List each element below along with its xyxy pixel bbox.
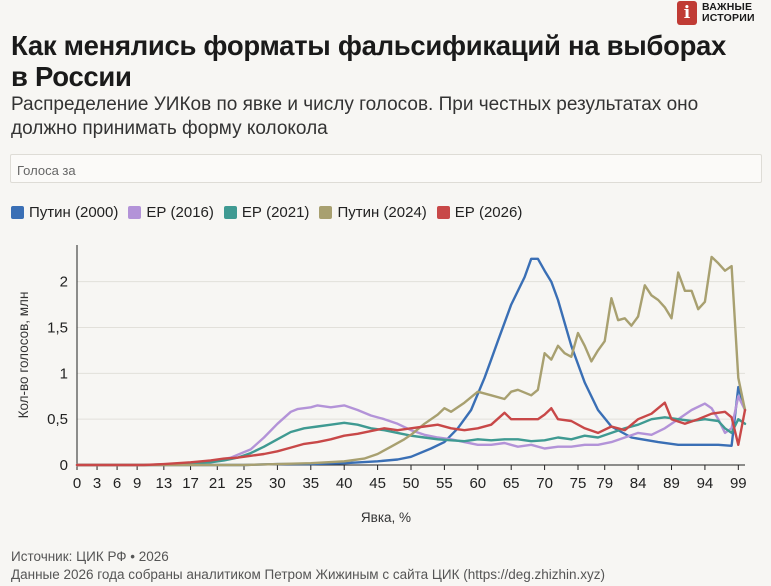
- legend-label: Путин (2024): [337, 204, 427, 221]
- legend-label: ЕР (2026): [454, 204, 523, 221]
- legend-swatch: [319, 206, 333, 219]
- x-tick-label: 0: [73, 475, 81, 492]
- logo-line-2: ИСТОРИИ: [702, 12, 755, 24]
- legend-item-3[interactable]: ЕР (2021): [223, 204, 310, 221]
- legend-item-1[interactable]: Путин (2000): [11, 204, 118, 221]
- metric-select-value: Голоса за: [17, 163, 76, 178]
- y-tick-label: 1,5: [47, 320, 68, 337]
- chart-legend: Путин (2000) ЕР (2016) ЕР (2021) Путин (202…: [11, 204, 532, 221]
- y-axis-title: Кол-во голосов, млн: [16, 292, 31, 419]
- x-tick-label: 99: [730, 475, 747, 492]
- x-tick-label: 89: [663, 475, 680, 492]
- page-subtitle: Распределение УИКов по явке и числу голо…: [11, 94, 699, 139]
- source-note: Источник: ЦИК РФ • 2026 Данные 2026 года…: [11, 548, 605, 584]
- source-line-1: Источник: ЦИК РФ • 2026: [11, 549, 169, 564]
- brand-logo: i ВАЖНЫЕ ИСТОРИИ: [677, 0, 771, 26]
- x-tick-label: 79: [596, 475, 613, 492]
- series-line-2: [75, 395, 747, 467]
- x-tick-label: 55: [436, 475, 453, 492]
- x-tick-label: 84: [630, 475, 647, 492]
- y-tick-label: 0,5: [47, 411, 68, 428]
- x-tick-label: 75: [570, 475, 587, 492]
- x-tick-label: 40: [336, 475, 353, 492]
- legend-swatch: [128, 206, 142, 219]
- legend-label: ЕР (2021): [241, 204, 310, 221]
- x-tick-label: 30: [269, 475, 286, 492]
- page-title: Как менялись форматы фальсификаций на вы…: [11, 30, 727, 92]
- x-tick-label: 60: [469, 475, 486, 492]
- legend-label: ЕР (2016): [146, 204, 214, 221]
- logo-line-1: ВАЖНЫЕ: [702, 1, 753, 13]
- legend-swatch: [11, 206, 24, 219]
- legend-swatch: [223, 206, 237, 219]
- source-line-2: Данные 2026 года собраны аналитиком Петр…: [11, 567, 606, 582]
- logo-icon: i: [677, 1, 697, 25]
- series-line-5: [75, 401, 747, 467]
- legend-item-5[interactable]: ЕР (2026): [436, 204, 523, 221]
- metric-select[interactable]: Голоса за: [10, 154, 762, 183]
- legend-swatch: [436, 206, 450, 219]
- x-tick-label: 35: [302, 475, 319, 492]
- x-tick-label: 17: [182, 475, 199, 492]
- x-axis-title: Явка, %: [361, 510, 411, 525]
- y-tick-label: 1: [60, 365, 68, 382]
- x-tick-label: 25: [236, 475, 253, 492]
- legend-item-2[interactable]: ЕР (2016): [128, 204, 214, 221]
- series-line-4: [75, 255, 747, 467]
- y-tick-label: 0: [60, 457, 68, 474]
- series-line-1: [75, 257, 747, 467]
- turnout-chart: 00,511,520 3 6 9 13 17 21 25 30 35 40 45 50 55 60 65 70 7…: [16, 245, 747, 525]
- x-tick-label: 3: [93, 475, 101, 492]
- y-tick-label: 2: [60, 274, 68, 291]
- series-line-3: [75, 416, 747, 467]
- x-tick-label: 50: [403, 475, 420, 492]
- x-tick-label: 21: [209, 475, 226, 492]
- x-tick-label: 13: [155, 475, 172, 492]
- legend-label: Путин (2000): [29, 204, 119, 221]
- legend-item-4[interactable]: Путин (2024): [319, 204, 427, 221]
- x-tick-label: 9: [133, 475, 141, 492]
- logo-text: ВАЖНЫЕ ИСТОРИИ: [702, 2, 755, 24]
- x-tick-label: 94: [697, 475, 714, 492]
- x-tick-label: 45: [369, 475, 386, 492]
- x-tick-label: 65: [503, 475, 520, 492]
- x-tick-label: 70: [536, 475, 553, 492]
- x-tick-label: 6: [113, 475, 121, 492]
